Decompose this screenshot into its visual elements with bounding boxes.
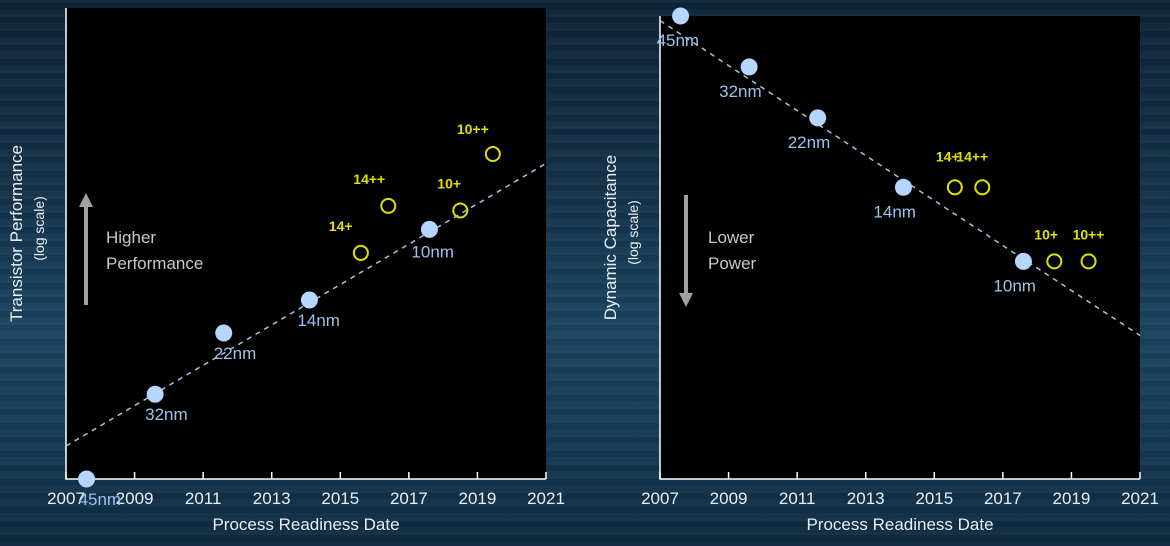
future-data-label: 14++ [353, 171, 385, 187]
x-tick-label: 2017 [984, 489, 1022, 508]
x-tick-label: 2009 [710, 489, 748, 508]
data-label: 32nm [145, 405, 188, 424]
x-tick-label: 2017 [390, 489, 428, 508]
x-tick-label: 2009 [116, 489, 154, 508]
data-point [809, 109, 827, 127]
data-point [215, 324, 233, 342]
y-axis-label: Dynamic Capacitance [601, 155, 620, 320]
annotation-text: Lower [708, 228, 755, 247]
trend-line [65, 162, 547, 447]
x-tick-label: 2013 [253, 489, 291, 508]
future-data-label: 14+ [936, 148, 960, 164]
x-tick-label: 2015 [915, 489, 953, 508]
data-label: 10nm [411, 242, 454, 261]
x-axis-label: Process Readiness Date [806, 515, 993, 534]
x-tick-label: 2011 [779, 489, 816, 508]
data-label: 14nm [873, 202, 916, 221]
plot-area [66, 8, 546, 479]
data-point [420, 220, 438, 238]
future-data-point [452, 202, 469, 219]
x-tick-label: 2007 [47, 489, 85, 508]
future-data-point [946, 179, 963, 196]
future-data-point [352, 244, 369, 261]
y-axis-sublabel: (log scale) [31, 196, 47, 261]
future-data-point [974, 179, 991, 196]
data-label: 45nm [79, 490, 122, 509]
y-axis-sublabel: (log scale) [625, 200, 641, 265]
future-data-point [1080, 253, 1097, 270]
data-point [300, 291, 318, 309]
future-data-label: 10++ [457, 121, 489, 137]
data-label: 32nm [719, 82, 762, 101]
arrow-up-icon-head [79, 193, 93, 207]
data-label: 22nm [214, 344, 257, 363]
data-label: 22nm [788, 133, 831, 152]
data-point [894, 178, 912, 196]
future-data-label: 14+ [329, 218, 353, 234]
x-tick-label: 2021 [527, 489, 565, 508]
future-data-label: 14++ [956, 148, 988, 164]
data-point [1014, 252, 1032, 270]
annotation-text: Power [708, 254, 757, 273]
future-data-point [1046, 253, 1063, 270]
y-axis-label: Transistor Performance [7, 145, 26, 322]
data-label: 14nm [297, 311, 340, 330]
data-point [672, 7, 690, 25]
data-point [740, 58, 758, 76]
annotation-text: Higher [106, 228, 156, 247]
x-axis-label: Process Readiness Date [212, 515, 399, 534]
future-data-point [380, 197, 397, 214]
future-data-label: 10+ [1034, 226, 1058, 242]
data-point [78, 470, 96, 488]
x-tick-label: 2019 [1053, 489, 1091, 508]
x-tick-label: 2013 [847, 489, 885, 508]
x-tick-label: 2007 [641, 489, 679, 508]
annotation-text: Performance [106, 254, 203, 273]
data-label: 45nm [657, 31, 700, 50]
x-tick-label: 2021 [1121, 489, 1159, 508]
future-data-label: 10++ [1073, 226, 1105, 242]
data-label: 10nm [993, 276, 1036, 295]
x-tick-label: 2019 [459, 489, 497, 508]
future-data-point [484, 146, 501, 163]
future-data-label: 10+ [437, 176, 461, 192]
plot-area [660, 16, 1140, 479]
x-tick-label: 2011 [185, 489, 222, 508]
x-tick-label: 2015 [321, 489, 359, 508]
data-point [146, 385, 164, 403]
arrow-down-icon-head [679, 293, 693, 307]
